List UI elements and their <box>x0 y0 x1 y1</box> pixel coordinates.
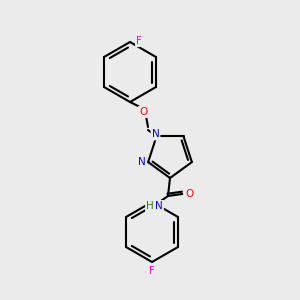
Text: H: H <box>146 201 154 211</box>
Text: F: F <box>149 266 155 276</box>
Text: O: O <box>139 107 147 117</box>
Text: N: N <box>152 129 159 140</box>
Text: N: N <box>155 201 163 211</box>
Text: N: N <box>138 157 146 167</box>
Text: O: O <box>185 189 193 199</box>
Text: F: F <box>136 36 142 46</box>
